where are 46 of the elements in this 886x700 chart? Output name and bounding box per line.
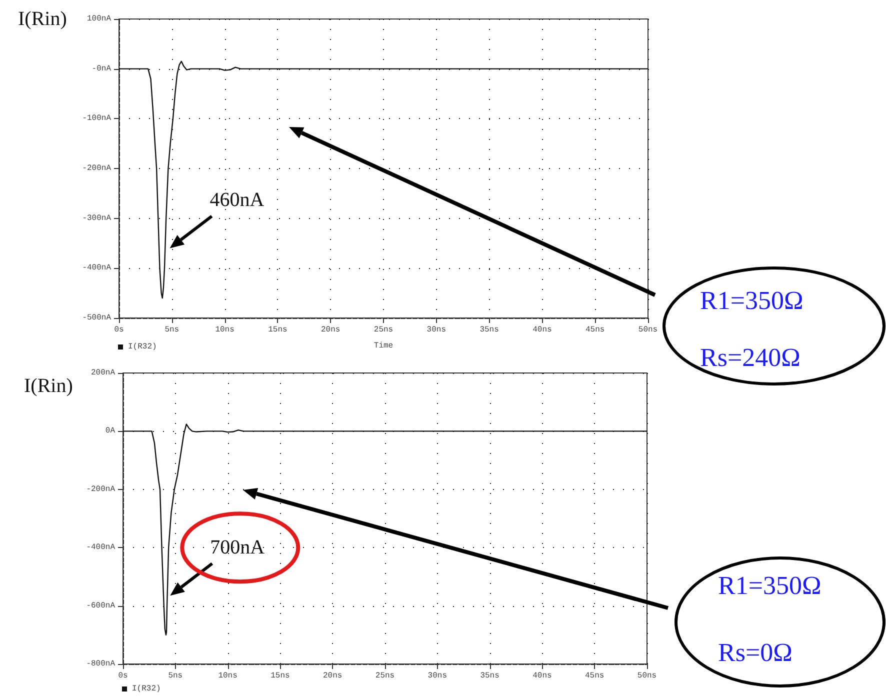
x-tick-label: 5ns [168, 672, 183, 680]
y-tick-label: -200nA [86, 484, 116, 494]
x-tick-label: 45ns [586, 326, 605, 334]
annotation: 700nA [210, 536, 266, 559]
text: R1=350Ω [718, 571, 822, 600]
y-tick-label: -400nA [82, 264, 112, 273]
x-tick-label: 50ns [637, 672, 657, 680]
x-tick-label: 20ns [321, 326, 340, 334]
x-tick-label: 50ns [638, 326, 658, 334]
legend-label: I(R32) [128, 342, 157, 352]
y-tick-label: -400nA [86, 543, 116, 552]
y-tick-label: -200nA [82, 164, 112, 173]
y-tick-label: -0nA [92, 64, 112, 74]
x-tick-label: 20ns [323, 672, 342, 680]
x-tick-label: 25ns [374, 326, 394, 334]
x-tick-label: 40ns [532, 672, 552, 680]
y-axis-title: I(Rin) [18, 8, 67, 31]
x-tick-label: 35ns [480, 326, 500, 334]
y-tick-label: -800nA [86, 660, 116, 668]
x-tick-label: 0s [114, 326, 124, 334]
y-tick-label: 100nA [86, 14, 112, 24]
x-tick-label: 25ns [375, 672, 395, 680]
x-tick-label: 5ns [164, 326, 180, 334]
y-axis-title: I(Rin) [24, 375, 73, 398]
x-axis-title: Time [374, 342, 394, 350]
x-tick-label: 30ns [426, 326, 446, 334]
y-tick-label: -600nA [86, 601, 116, 610]
y-tick-label: -300nA [82, 214, 112, 223]
y-tick-label: 200nA [90, 368, 116, 378]
y-tick-label: 0A [105, 426, 116, 436]
x-tick-label: 30ns [428, 672, 448, 680]
text: Rs=0Ω [718, 638, 792, 667]
x-tick-label: 45ns [585, 672, 604, 680]
legend-label: I(R32) [132, 684, 161, 694]
y-tick-label: -500nA [82, 314, 112, 322]
text: Rs=240Ω [700, 343, 800, 372]
y-tick-label: -100nA [82, 114, 112, 124]
x-tick-label: 35ns [480, 672, 500, 680]
x-tick-label: 10ns [218, 672, 238, 680]
x-tick-label: 15ns [268, 326, 288, 334]
x-tick-label: 10ns [215, 326, 235, 334]
x-tick-label: 15ns [270, 672, 290, 680]
x-tick-label: 0s [118, 672, 128, 680]
text: R1=350Ω [700, 286, 804, 315]
annotation: 460nA [210, 189, 265, 212]
x-tick-label: 40ns [532, 326, 552, 334]
